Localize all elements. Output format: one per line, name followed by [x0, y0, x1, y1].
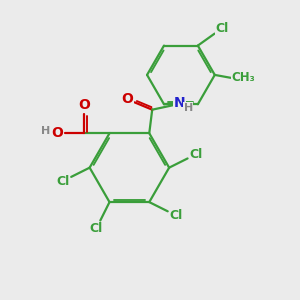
- Text: O: O: [51, 126, 63, 140]
- Text: H: H: [184, 103, 193, 112]
- Text: Cl: Cl: [216, 22, 229, 34]
- Text: O: O: [121, 92, 133, 106]
- Text: H: H: [41, 126, 50, 136]
- Text: Cl: Cl: [89, 223, 103, 236]
- Text: Cl: Cl: [189, 148, 203, 161]
- Text: O: O: [79, 98, 90, 112]
- Text: CH₃: CH₃: [232, 71, 255, 84]
- Text: Cl: Cl: [169, 209, 183, 222]
- Text: Cl: Cl: [56, 175, 69, 188]
- Text: N: N: [173, 96, 185, 110]
